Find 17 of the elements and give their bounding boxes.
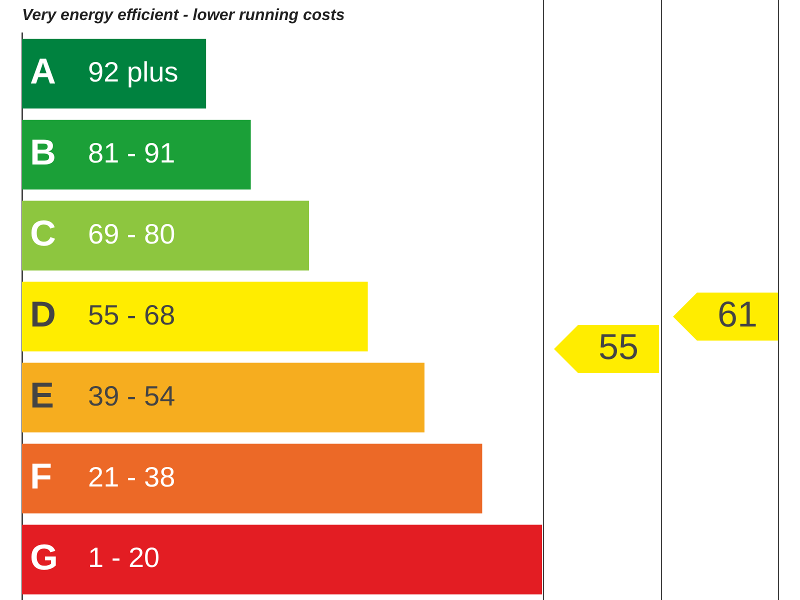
y-tick-label: G 1 - 20 xyxy=(30,536,160,578)
chart-title: Very energy efficient - lower running costs xyxy=(22,7,345,24)
y-tick-label: A 92 plus xyxy=(30,50,178,92)
bar xyxy=(22,200,310,270)
bar xyxy=(22,444,482,514)
text: 61 xyxy=(717,294,758,335)
bar xyxy=(22,524,542,594)
y-tick-label: F 21 - 38 xyxy=(30,455,176,496)
y-tick-label: C 69 - 80 xyxy=(30,212,176,254)
bar xyxy=(22,282,368,352)
bar xyxy=(22,38,206,109)
text: 55 xyxy=(598,326,639,367)
bar xyxy=(22,362,424,432)
y-tick-label: D 55 - 68 xyxy=(30,294,176,335)
y-tick-label: B 81 - 91 xyxy=(30,132,176,173)
y-tick-label: E 39 - 54 xyxy=(30,374,176,416)
bar xyxy=(22,120,251,190)
